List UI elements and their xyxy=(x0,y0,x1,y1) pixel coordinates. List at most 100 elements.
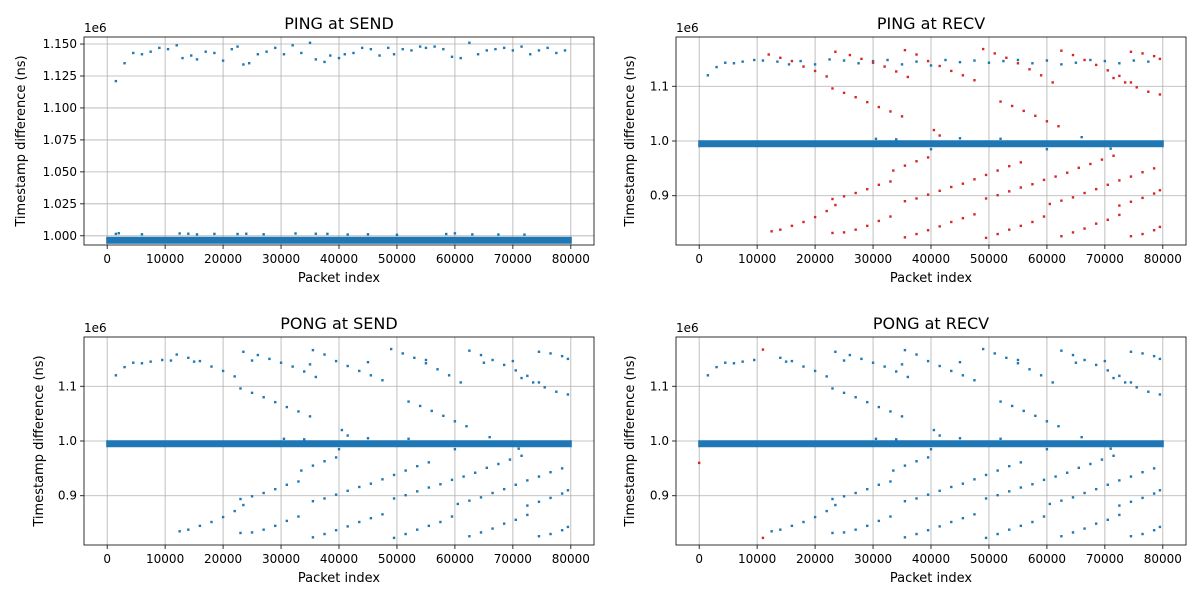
data-point xyxy=(343,53,346,56)
x-tick-label: 70000 xyxy=(494,552,532,566)
data-point xyxy=(502,363,506,367)
data-point xyxy=(1060,535,1063,538)
data-point xyxy=(297,410,300,413)
data-point xyxy=(1112,154,1115,157)
data-point xyxy=(883,365,886,368)
data-point xyxy=(1042,178,1046,182)
series-2 xyxy=(767,47,1162,240)
data-point xyxy=(895,370,898,373)
data-point xyxy=(337,56,341,60)
data-point xyxy=(929,64,933,67)
data-point xyxy=(236,232,239,236)
data-point xyxy=(1141,52,1144,55)
data-point xyxy=(456,502,460,506)
y-tick-label: 1.1 xyxy=(58,379,77,393)
data-point xyxy=(358,369,361,373)
data-point xyxy=(892,469,895,472)
data-point xyxy=(900,415,904,418)
data-point xyxy=(753,58,756,62)
data-point xyxy=(1141,471,1144,474)
data-point xyxy=(1129,475,1133,478)
data-point xyxy=(1118,213,1121,217)
data-point xyxy=(715,65,718,69)
data-point xyxy=(799,59,802,63)
data-point xyxy=(192,360,196,363)
data-point xyxy=(866,524,869,528)
x-axis-label: Packet index xyxy=(890,271,973,286)
data-point xyxy=(360,46,364,50)
x-tick-label: 30000 xyxy=(262,552,300,566)
data-point xyxy=(450,55,454,59)
x-axis-label: Packet index xyxy=(890,571,973,586)
baseline-band xyxy=(106,236,572,244)
data-point xyxy=(854,96,857,99)
data-point xyxy=(842,391,846,395)
data-point xyxy=(842,231,846,234)
data-point xyxy=(1016,62,1020,65)
data-point xyxy=(866,487,869,491)
data-point xyxy=(453,232,457,235)
data-point xyxy=(1060,199,1063,202)
data-point xyxy=(285,519,289,523)
data-point xyxy=(369,47,373,51)
data-point xyxy=(274,487,277,491)
data-point xyxy=(563,49,567,52)
data-point xyxy=(114,232,118,236)
data-point xyxy=(984,197,988,200)
data-point xyxy=(895,138,898,141)
x-axis-label: Packet index xyxy=(298,571,381,586)
data-point xyxy=(424,358,428,362)
x-tick-label: 10000 xyxy=(146,252,184,266)
data-point xyxy=(1016,358,1020,362)
data-point xyxy=(526,504,529,507)
data-point xyxy=(497,233,500,236)
x-tick-label: 60000 xyxy=(1028,552,1066,566)
data-point xyxy=(787,63,791,66)
data-point xyxy=(1048,202,1052,206)
data-point xyxy=(1100,458,1104,461)
data-point xyxy=(938,434,941,437)
data-point xyxy=(262,396,265,399)
data-point xyxy=(256,353,260,357)
data-point xyxy=(1112,454,1115,457)
data-point xyxy=(842,495,846,498)
data-point xyxy=(537,475,541,478)
data-point xyxy=(497,462,500,466)
data-point xyxy=(877,183,881,186)
data-point xyxy=(468,349,471,352)
data-point xyxy=(514,369,517,372)
x-axis-label: Packet index xyxy=(298,271,381,286)
data-point xyxy=(1118,204,1121,207)
data-point xyxy=(511,359,515,363)
data-point xyxy=(1158,225,1162,229)
data-point xyxy=(471,233,474,236)
x-tick-label: 30000 xyxy=(262,252,300,266)
data-point xyxy=(250,531,254,534)
data-point xyxy=(149,360,152,363)
x-tick-label: 10000 xyxy=(738,552,776,566)
data-point xyxy=(915,532,918,536)
data-point xyxy=(1118,62,1121,65)
data-point xyxy=(1008,528,1011,531)
data-point xyxy=(1118,479,1121,482)
data-point xyxy=(938,134,941,137)
data-point xyxy=(1080,435,1083,439)
data-point xyxy=(1118,374,1121,378)
data-point xyxy=(813,69,817,73)
data-point xyxy=(903,164,907,167)
data-point xyxy=(1094,63,1098,67)
data-point xyxy=(1045,448,1049,451)
data-point xyxy=(770,230,773,233)
y-tick-label: 1.125 xyxy=(43,69,77,83)
data-point xyxy=(404,469,407,472)
data-point xyxy=(1065,171,1069,174)
data-point xyxy=(265,50,268,53)
data-point xyxy=(387,46,390,50)
data-point xyxy=(158,46,161,50)
data-point xyxy=(416,464,419,468)
data-point xyxy=(877,105,881,109)
axis-offset-label: 1e6 xyxy=(676,321,699,335)
data-point xyxy=(996,232,999,236)
data-point xyxy=(1118,504,1121,507)
